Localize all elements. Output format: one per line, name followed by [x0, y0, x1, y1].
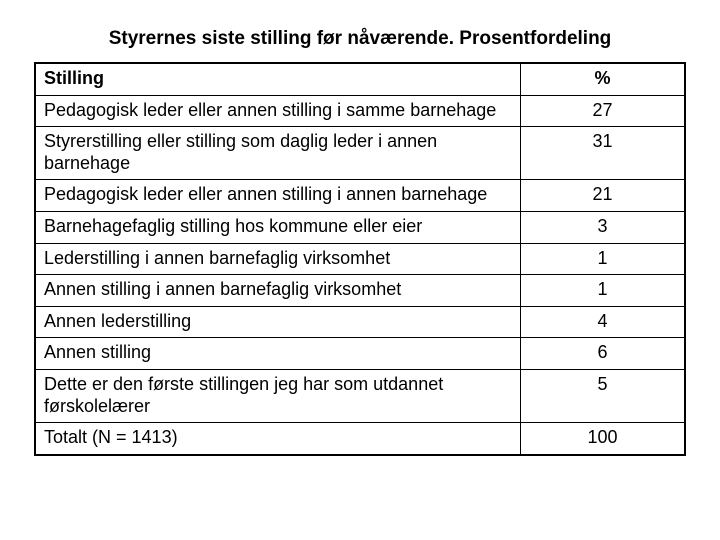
table-row: Totalt (N = 1413) 100 [35, 423, 685, 455]
row-value: 100 [521, 423, 686, 455]
page: Styrernes siste stilling før nåværende. … [0, 0, 720, 456]
table-title: Styrernes siste stilling før nåværende. … [34, 28, 686, 50]
row-label: Pedagogisk leder eller annen stilling i … [35, 95, 521, 127]
table-row: Pedagogisk leder eller annen stilling i … [35, 180, 685, 212]
data-table: Stilling % Pedagogisk leder eller annen … [34, 62, 686, 456]
row-value: 27 [521, 95, 686, 127]
row-value: 6 [521, 338, 686, 370]
row-value: 5 [521, 369, 686, 422]
row-label: Lederstilling i annen barnefaglig virkso… [35, 243, 521, 275]
row-value: 1 [521, 275, 686, 307]
table-row: Annen lederstilling 4 [35, 306, 685, 338]
table-row: Pedagogisk leder eller annen stilling i … [35, 95, 685, 127]
table-row: Annen stilling i annen barnefaglig virks… [35, 275, 685, 307]
table-header-row: Stilling % [35, 63, 685, 95]
header-value-cell: % [521, 63, 686, 95]
header-label-cell: Stilling [35, 63, 521, 95]
row-label: Totalt (N = 1413) [35, 423, 521, 455]
row-label: Styrerstilling eller stilling som daglig… [35, 127, 521, 180]
row-label: Annen stilling i annen barnefaglig virks… [35, 275, 521, 307]
row-label: Annen stilling [35, 338, 521, 370]
table-row: Lederstilling i annen barnefaglig virkso… [35, 243, 685, 275]
table-row: Barnehagefaglig stilling hos kommune ell… [35, 211, 685, 243]
table-row: Dette er den første stillingen jeg har s… [35, 369, 685, 422]
row-value: 1 [521, 243, 686, 275]
row-value: 4 [521, 306, 686, 338]
row-value: 31 [521, 127, 686, 180]
row-label: Dette er den første stillingen jeg har s… [35, 369, 521, 422]
row-label: Barnehagefaglig stilling hos kommune ell… [35, 211, 521, 243]
row-value: 21 [521, 180, 686, 212]
row-value: 3 [521, 211, 686, 243]
table-row: Styrerstilling eller stilling som daglig… [35, 127, 685, 180]
row-label: Pedagogisk leder eller annen stilling i … [35, 180, 521, 212]
table-row: Annen stilling 6 [35, 338, 685, 370]
row-label: Annen lederstilling [35, 306, 521, 338]
